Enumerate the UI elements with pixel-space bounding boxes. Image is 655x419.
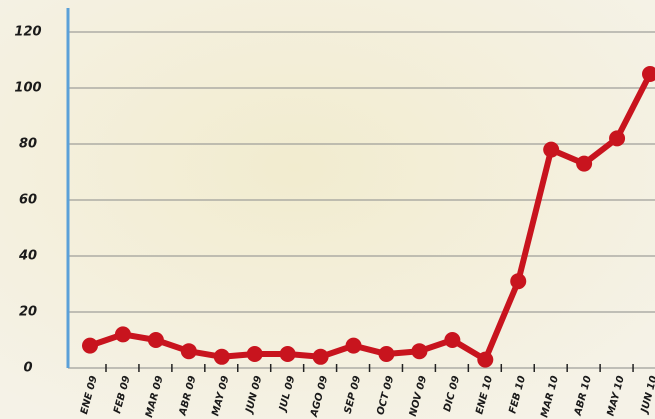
- data-point: [114, 326, 131, 343]
- y-tick-label: 100: [14, 81, 41, 96]
- y-tick-label: 60: [19, 193, 37, 208]
- data-point: [510, 273, 527, 290]
- data-point: [477, 351, 494, 368]
- y-tick-label: 20: [19, 305, 37, 320]
- data-point: [543, 141, 560, 158]
- data-point: [642, 66, 655, 82]
- data-point: [246, 346, 263, 362]
- data-point: [180, 343, 197, 360]
- data-point: [378, 346, 395, 362]
- y-tick-label: 40: [18, 249, 37, 264]
- data-point: [444, 332, 461, 348]
- data-point: [82, 337, 98, 354]
- data-point: [411, 343, 428, 360]
- data-point: [312, 348, 329, 365]
- y-tick-label: 0: [23, 361, 32, 376]
- data-point: [576, 155, 593, 172]
- y-tick-label: 120: [14, 25, 41, 40]
- data-point: [147, 332, 164, 348]
- data-point: [345, 337, 362, 354]
- y-tick-label: 80: [19, 137, 37, 152]
- data-point: [609, 130, 626, 147]
- data-point: [279, 346, 296, 362]
- data-point: [213, 348, 230, 365]
